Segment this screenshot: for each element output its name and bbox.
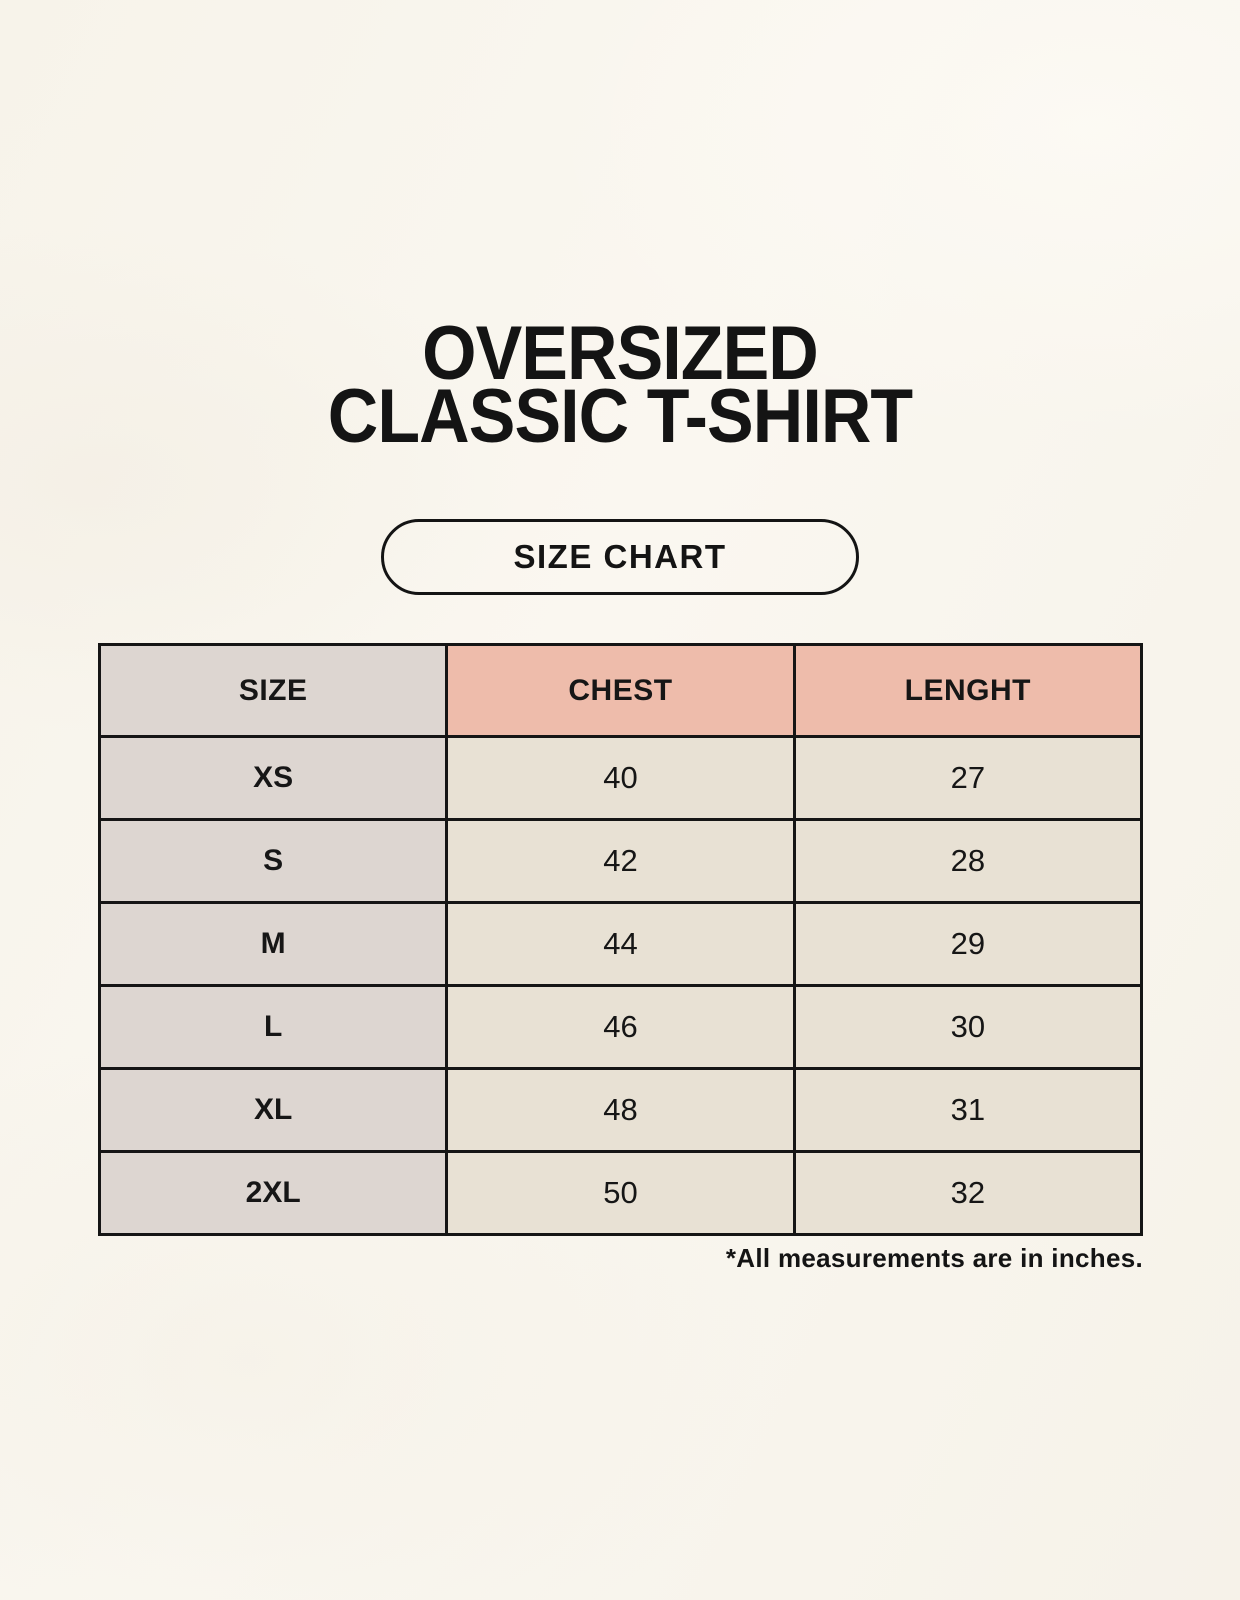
size-cell: XS <box>97 735 449 821</box>
chest-column-header: CHEST <box>445 643 796 738</box>
size-cell: M <box>97 901 449 987</box>
length-cell: 28 <box>792 818 1144 904</box>
size-column-header: SIZE <box>97 643 449 738</box>
table-row: M 44 29 <box>97 901 1144 987</box>
size-cell: S <box>97 818 449 904</box>
chest-cell: 46 <box>445 984 796 1070</box>
table-row: XS 40 27 <box>97 735 1144 821</box>
page-title-line1: OVERSIZED <box>422 311 819 396</box>
page-title-line2: CLASSIC T-SHIRT <box>327 374 913 459</box>
table-row: 2XL 50 32 <box>97 1150 1144 1236</box>
table-row: L 46 30 <box>97 984 1144 1070</box>
page-title: OVERSIZED CLASSIC T-SHIRT <box>50 316 1191 455</box>
size-cell: L <box>97 984 449 1070</box>
size-chart-button[interactable]: SIZE CHART <box>381 519 859 595</box>
chest-cell: 48 <box>445 1067 796 1153</box>
table-header-row: SIZE CHEST LENGHT <box>97 643 1144 738</box>
length-cell: 32 <box>792 1150 1144 1236</box>
chest-cell: 44 <box>445 901 796 987</box>
table-row: XL 48 31 <box>97 1067 1144 1153</box>
length-cell: 31 <box>792 1067 1144 1153</box>
length-cell: 30 <box>792 984 1144 1070</box>
length-cell: 27 <box>792 735 1144 821</box>
chest-cell: 50 <box>445 1150 796 1236</box>
size-cell: 2XL <box>97 1150 449 1236</box>
chest-cell: 42 <box>445 818 796 904</box>
size-chart-table: SIZE CHEST LENGHT XS 40 27 S 42 28 M 44 … <box>97 643 1144 1236</box>
length-column-header: LENGHT <box>792 643 1144 738</box>
table-row: S 42 28 <box>97 818 1144 904</box>
size-cell: XL <box>97 1067 449 1153</box>
chest-cell: 40 <box>445 735 796 821</box>
size-chart-button-label: SIZE CHART <box>513 538 727 575</box>
length-cell: 29 <box>792 901 1144 987</box>
measurements-footnote: *All measurements are in inches. <box>725 1243 1143 1273</box>
